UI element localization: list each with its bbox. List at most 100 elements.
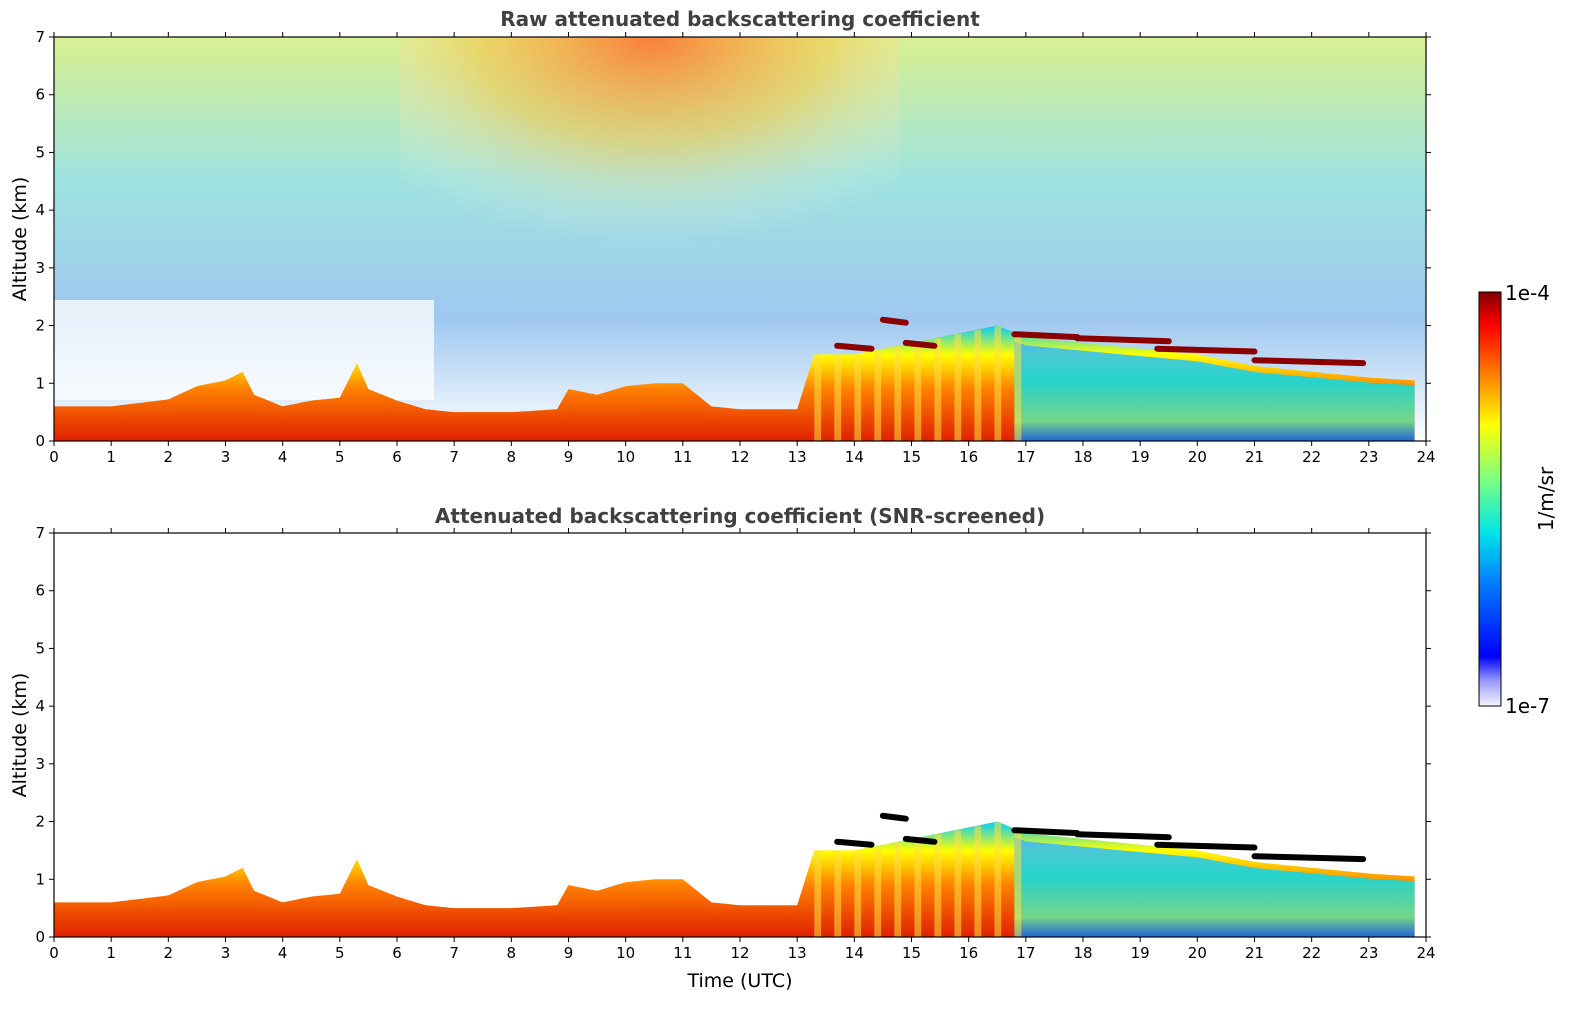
plume-streak	[814, 354, 822, 441]
colorbar: 1e-4 1e-7 1/m/sr	[1478, 281, 1558, 718]
cloud-layer	[879, 316, 909, 326]
plume-streak	[834, 850, 842, 937]
cloud-layer	[1011, 827, 1081, 837]
x-tick-label: 22	[1302, 448, 1321, 466]
plume-streak	[994, 326, 1002, 441]
x-tick-label: 3	[221, 944, 231, 962]
x-tick-label: 21	[1245, 448, 1264, 466]
plume-streak	[954, 334, 962, 441]
y-axis-label: Altitude (km)	[9, 673, 31, 798]
cloud-layer	[1011, 331, 1081, 341]
cloud-layer	[1074, 335, 1172, 345]
x-tick-label: 4	[278, 944, 288, 962]
panel-screened: Attenuated backscattering coefficient (S…	[9, 504, 1436, 992]
y-tick-label: 5	[35, 639, 45, 657]
cloud-layer	[834, 342, 875, 352]
plume-streak	[894, 842, 902, 937]
x-tick-label: 0	[49, 944, 59, 962]
plume-streak	[874, 350, 882, 441]
plume-streak	[854, 354, 862, 441]
cloud-layer	[879, 812, 909, 822]
y-tick-label: 2	[35, 317, 45, 335]
x-tick-label: 9	[564, 944, 574, 962]
plume-streak	[974, 330, 982, 441]
x-tick-label: 7	[449, 448, 459, 466]
plume-streak	[894, 346, 902, 441]
warm-noise-region	[400, 37, 900, 337]
y-tick-label: 0	[35, 928, 45, 946]
x-tick-label: 9	[564, 448, 574, 466]
plume-streak	[954, 830, 962, 937]
x-tick-label: 13	[788, 448, 807, 466]
plume-streak	[934, 338, 942, 441]
x-tick-label: 6	[392, 944, 402, 962]
x-tick-label: 16	[959, 448, 978, 466]
x-tick-label: 14	[845, 448, 864, 466]
x-tick-label: 10	[616, 944, 635, 962]
y-tick-label: 2	[35, 813, 45, 831]
cloud-layer	[1154, 345, 1258, 355]
x-tick-label: 8	[507, 944, 517, 962]
x-tick-label: 12	[730, 448, 749, 466]
x-tick-label: 12	[730, 944, 749, 962]
plume-streak	[854, 850, 862, 937]
y-tick-label: 3	[35, 755, 45, 773]
plume-streak	[914, 342, 922, 441]
y-tick-label: 5	[35, 143, 45, 161]
x-tick-label: 15	[902, 448, 921, 466]
x-tick-label: 19	[1131, 448, 1150, 466]
y-tick-label: 4	[35, 697, 45, 715]
panel-title: Raw attenuated backscattering coefficien…	[500, 7, 980, 31]
plume-streak	[874, 846, 882, 937]
x-tick-label: 11	[673, 448, 692, 466]
colorbar-min-label: 1e-7	[1505, 694, 1550, 718]
cloud-layer	[902, 835, 938, 845]
plume-streak	[814, 850, 822, 937]
x-tick-label: 1	[106, 944, 116, 962]
y-axis-label: Altitude (km)	[9, 177, 31, 302]
y-tick-label: 4	[35, 201, 45, 219]
x-tick-label: 5	[335, 944, 345, 962]
x-tick-label: 17	[1016, 448, 1035, 466]
panel-raw: Raw attenuated backscattering coefficien…	[9, 7, 1436, 466]
x-tick-label: 4	[278, 448, 288, 466]
x-tick-label: 18	[1073, 448, 1092, 466]
x-tick-label: 3	[221, 448, 231, 466]
cloud-layer	[1251, 357, 1367, 367]
residual-layer-field	[1014, 341, 1415, 441]
colorbar-unit-label: 1/m/sr	[1534, 466, 1558, 531]
x-tick-label: 1	[106, 448, 116, 466]
x-tick-label: 20	[1188, 944, 1207, 962]
x-tick-label: 18	[1073, 944, 1092, 962]
x-tick-label: 13	[788, 944, 807, 962]
y-tick-label: 0	[35, 432, 45, 450]
cloud-layer	[834, 838, 875, 848]
plume-streak	[934, 834, 942, 937]
x-tick-label: 20	[1188, 448, 1207, 466]
plume-streak	[994, 822, 1002, 937]
x-tick-label: 14	[845, 944, 864, 962]
x-tick-label: 11	[673, 944, 692, 962]
plume-streak	[1014, 828, 1022, 937]
x-tick-label: 16	[959, 944, 978, 962]
x-tick-label: 0	[49, 448, 59, 466]
y-tick-label: 7	[35, 524, 45, 542]
x-tick-label: 2	[164, 944, 174, 962]
y-tick-label: 1	[35, 374, 45, 392]
cloud-layer	[1154, 841, 1258, 851]
colorbar-gradient	[1478, 291, 1502, 707]
x-tick-label: 2	[164, 448, 174, 466]
x-tick-label: 19	[1131, 944, 1150, 962]
residual-layer-field	[1014, 837, 1415, 937]
colorbar-max-label: 1e-4	[1505, 281, 1550, 305]
x-tick-label: 21	[1245, 944, 1264, 962]
cloud-layer	[1074, 831, 1172, 841]
x-tick-label: 7	[449, 944, 459, 962]
cloud-layer	[902, 339, 938, 349]
x-tick-label: 6	[392, 448, 402, 466]
y-tick-label: 3	[35, 259, 45, 277]
x-tick-label: 10	[616, 448, 635, 466]
x-tick-label: 8	[507, 448, 517, 466]
plume-streak	[1014, 332, 1022, 441]
